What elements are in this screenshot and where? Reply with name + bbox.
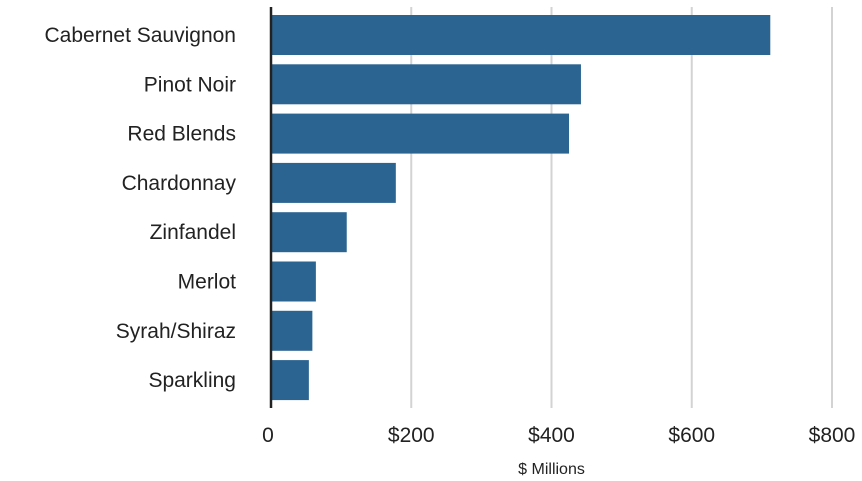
category-label: Red Blends (127, 123, 236, 146)
bar (271, 15, 771, 55)
bar (271, 261, 316, 302)
bar (271, 113, 570, 154)
bar (271, 212, 347, 253)
x-tick-label: 0 (262, 424, 274, 447)
x-tick-label: $800 (809, 424, 856, 447)
bar (271, 360, 309, 401)
category-label: Cabernet Sauvignon (45, 24, 236, 47)
category-labels: Cabernet Sauvignon Pinot Noir Red Blends Ch… (45, 24, 237, 392)
bar (271, 64, 581, 105)
category-label: Zinfandel (150, 221, 236, 244)
bar (271, 310, 313, 351)
x-tick-label: $200 (388, 424, 435, 447)
x-axis-title: $ Millions (518, 461, 585, 478)
x-tick-label: $400 (528, 424, 575, 447)
x-tick-labels: 0 $200 $400 $600 $800 (262, 424, 855, 447)
category-label: Pinot Noir (144, 73, 236, 96)
bar (271, 162, 396, 203)
category-label: Chardonnay (122, 172, 237, 195)
category-label: Sparkling (148, 369, 236, 392)
category-label: Merlot (178, 271, 237, 294)
x-tick-label: $600 (668, 424, 715, 447)
category-label: Syrah/Shiraz (116, 320, 236, 343)
bars (271, 15, 771, 401)
